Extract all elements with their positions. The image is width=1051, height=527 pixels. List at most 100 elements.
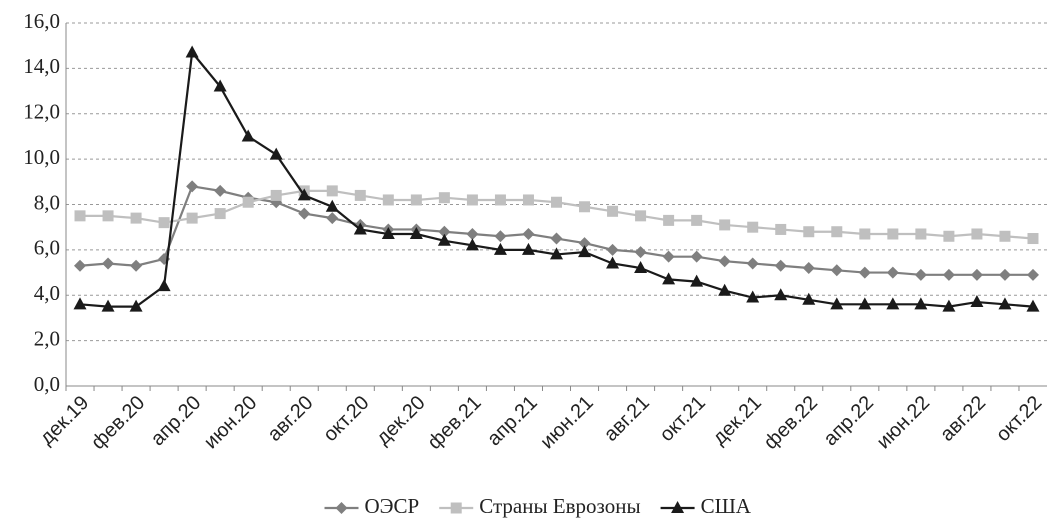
y-tick-label: 8,0 <box>34 190 60 214</box>
marker <box>970 268 983 281</box>
marker <box>326 185 338 197</box>
legend-item: Страны Еврозоны <box>439 494 641 518</box>
marker <box>241 129 255 142</box>
marker <box>381 226 395 239</box>
y-tick-label: 0,0 <box>34 372 60 396</box>
marker <box>718 255 731 268</box>
marker <box>450 502 462 514</box>
legend-label: ОЭСР <box>365 494 420 518</box>
marker <box>130 212 142 224</box>
x-tick-label: авг.21 <box>600 392 654 446</box>
x-tick-label: авг.22 <box>936 392 990 446</box>
marker <box>663 214 675 226</box>
marker <box>802 262 815 275</box>
x-tick-label: окт.22 <box>992 392 1046 446</box>
marker <box>102 210 114 222</box>
marker <box>970 295 984 308</box>
marker <box>74 210 86 222</box>
marker <box>914 268 927 281</box>
y-tick-label: 6,0 <box>34 236 60 260</box>
marker <box>353 222 367 235</box>
marker <box>634 246 647 259</box>
x-tick-label: июн.22 <box>873 392 935 454</box>
marker <box>186 180 199 193</box>
marker <box>354 189 366 201</box>
marker <box>886 297 900 310</box>
marker <box>914 297 928 310</box>
marker <box>297 188 311 201</box>
x-tick-label: апр.20 <box>147 392 206 451</box>
marker <box>690 274 704 287</box>
marker <box>942 299 956 312</box>
marker <box>269 147 283 160</box>
series <box>74 185 1039 245</box>
marker <box>522 227 535 240</box>
y-tick-label: 12,0 <box>23 100 60 124</box>
x-tick-label: окт.21 <box>656 392 710 446</box>
marker <box>578 237 591 250</box>
marker <box>671 501 685 513</box>
legend-item: ОЭСР <box>324 494 420 518</box>
x-tick-label: апр.21 <box>483 392 542 451</box>
marker <box>521 242 535 255</box>
marker <box>943 230 955 242</box>
marker <box>858 297 872 310</box>
marker <box>410 194 422 206</box>
marker <box>774 259 787 272</box>
x-tick-label: окт.20 <box>319 392 373 446</box>
series <box>74 180 1039 281</box>
marker <box>326 212 339 225</box>
marker <box>1026 299 1040 312</box>
y-tick-label: 16,0 <box>23 9 60 33</box>
marker <box>887 228 899 240</box>
marker <box>578 245 592 258</box>
marker <box>438 192 450 204</box>
marker <box>858 266 871 279</box>
y-tick-label: 2,0 <box>34 326 60 350</box>
x-tick-label: дек.19 <box>36 392 94 450</box>
marker <box>775 223 787 235</box>
marker <box>74 259 87 272</box>
marker <box>129 299 143 312</box>
marker <box>1026 268 1039 281</box>
marker <box>746 290 760 303</box>
x-tick-label: дек.20 <box>372 392 430 450</box>
marker <box>746 257 759 270</box>
marker <box>214 208 226 220</box>
marker <box>493 242 507 255</box>
marker <box>466 194 478 206</box>
x-tick-label: фев.20 <box>87 392 149 454</box>
marker <box>859 228 871 240</box>
marker <box>971 228 983 240</box>
marker <box>494 194 506 206</box>
x-tick-label: июн.20 <box>200 392 262 454</box>
marker <box>550 247 563 260</box>
y-tick-label: 10,0 <box>23 145 60 169</box>
marker <box>437 233 451 246</box>
marker <box>438 225 451 238</box>
marker <box>803 226 815 238</box>
marker <box>494 230 507 243</box>
marker <box>774 288 788 301</box>
marker <box>606 256 620 269</box>
marker <box>102 257 115 270</box>
marker <box>101 299 115 312</box>
marker <box>382 194 394 206</box>
marker <box>690 250 703 263</box>
marker <box>214 184 227 197</box>
marker <box>73 297 87 310</box>
marker <box>1027 233 1039 245</box>
marker <box>830 264 843 277</box>
marker <box>186 212 198 224</box>
marker <box>998 268 1011 281</box>
marker <box>409 226 423 239</box>
marker <box>579 201 591 213</box>
marker <box>999 230 1011 242</box>
legend-label: США <box>701 494 752 518</box>
marker <box>522 194 534 206</box>
legend-label: Страны Еврозоны <box>479 494 640 518</box>
marker <box>942 268 955 281</box>
legend-item: США <box>660 494 752 518</box>
marker <box>158 217 170 229</box>
marker <box>662 272 676 285</box>
